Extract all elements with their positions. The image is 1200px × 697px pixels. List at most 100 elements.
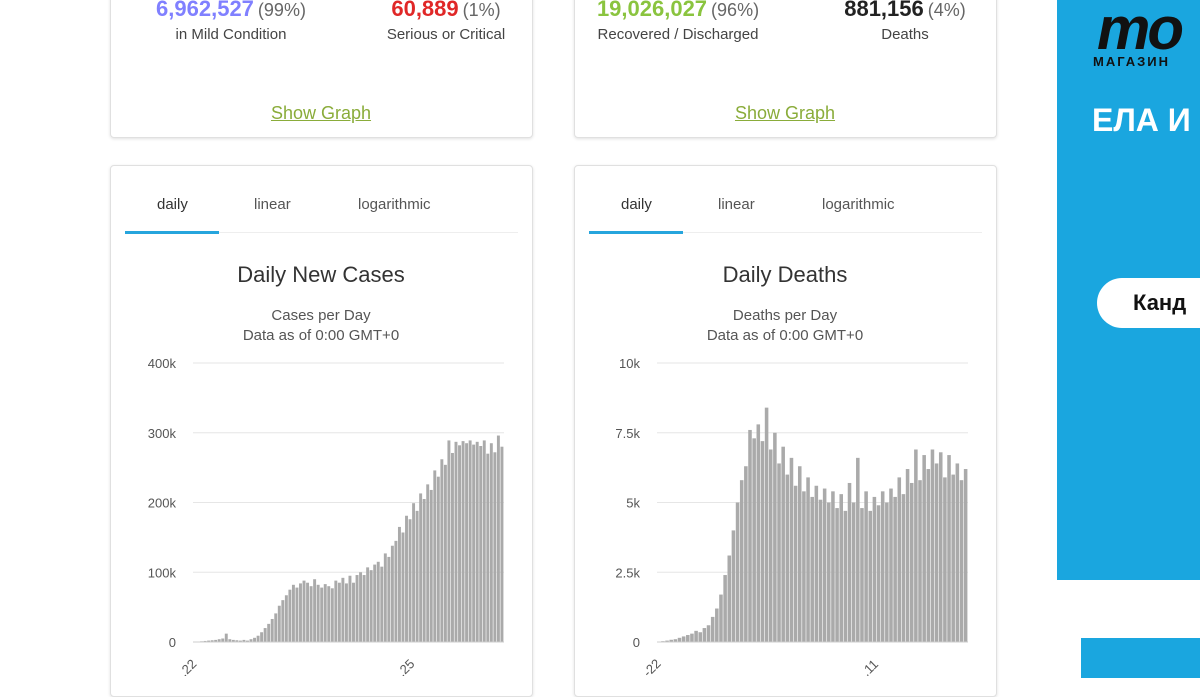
bar xyxy=(711,617,715,642)
bar xyxy=(295,588,298,642)
bar xyxy=(748,430,752,642)
bar xyxy=(927,469,931,642)
bar xyxy=(465,443,468,642)
bar xyxy=(885,503,889,643)
bar xyxy=(260,632,263,642)
bar xyxy=(898,477,902,642)
bar xyxy=(910,483,914,642)
stat-mild: 6,962,527(99%) in Mild Condition xyxy=(131,0,331,43)
bar xyxy=(806,477,810,642)
bar xyxy=(267,624,270,642)
show-graph-link[interactable]: Show Graph xyxy=(221,103,421,124)
bar xyxy=(412,503,415,642)
bar xyxy=(835,508,839,642)
bar xyxy=(723,575,727,642)
bar xyxy=(960,480,964,642)
y-tick-label: 7.5k xyxy=(615,426,640,441)
stats-card-active: 6,962,527(99%) in Mild Condition 60,889(… xyxy=(110,0,533,138)
bar xyxy=(225,634,228,642)
bar xyxy=(352,583,355,642)
bar xyxy=(889,489,893,642)
bar xyxy=(727,556,731,642)
bar xyxy=(264,628,267,642)
bar xyxy=(479,446,482,642)
bar xyxy=(682,636,686,642)
bar xyxy=(447,440,450,642)
bar xyxy=(794,486,798,642)
bar xyxy=(939,452,943,642)
bar xyxy=(873,497,877,642)
bar xyxy=(902,494,906,642)
advertisement-banner[interactable]: mo МАГАЗИН ЕЛА И Канд xyxy=(1057,0,1200,580)
bar xyxy=(815,486,819,642)
bar xyxy=(956,463,960,642)
ad-logo-caption: МАГАЗИН xyxy=(1093,54,1170,69)
bar xyxy=(877,505,881,642)
advertisement-banner-lower[interactable] xyxy=(1081,638,1200,678)
bar xyxy=(707,625,711,642)
bar xyxy=(391,546,394,642)
bar xyxy=(810,497,814,642)
bar xyxy=(744,466,748,642)
bar xyxy=(761,441,765,642)
bar xyxy=(334,581,337,642)
bar xyxy=(715,609,719,642)
bar xyxy=(476,442,479,642)
bar xyxy=(359,572,362,642)
show-graph-link[interactable]: Show Graph xyxy=(685,103,885,124)
x-tick-label: -22 xyxy=(640,656,664,676)
bar xyxy=(497,436,500,642)
stat-recovered: 19,026,027(96%) Recovered / Discharged xyxy=(578,0,778,43)
bar xyxy=(394,541,397,642)
bar xyxy=(317,585,320,642)
bar xyxy=(380,567,383,642)
bar xyxy=(345,583,348,642)
bar xyxy=(856,458,860,642)
bar xyxy=(860,508,864,642)
bar xyxy=(303,581,306,642)
y-tick-label: 5k xyxy=(626,496,640,511)
bar xyxy=(398,527,401,642)
y-tick-label: 10k xyxy=(619,356,640,371)
bar xyxy=(444,465,447,642)
bar xyxy=(433,470,436,642)
bar xyxy=(483,440,486,642)
stat-deaths: 881,156(4%) Deaths xyxy=(805,0,1005,43)
x-tick-label: .11 xyxy=(858,656,881,676)
bar xyxy=(377,562,380,642)
bar xyxy=(868,511,872,642)
ad-button[interactable]: Канд xyxy=(1097,278,1200,328)
bar xyxy=(694,631,698,642)
bar xyxy=(844,511,848,642)
bar xyxy=(285,595,288,642)
chart-subtitle-date: Data as of 0:00 GMT+0 xyxy=(707,327,863,344)
bar xyxy=(221,639,224,642)
bar xyxy=(451,453,454,642)
chart-subtitle: Cases per Day xyxy=(271,307,371,324)
bar xyxy=(373,565,376,642)
y-tick-label: 300k xyxy=(148,426,177,441)
bar xyxy=(943,477,947,642)
bar xyxy=(686,635,690,642)
bar xyxy=(338,583,341,642)
bar xyxy=(678,638,682,642)
stat-recovered-pct: (96%) xyxy=(711,0,759,20)
bar xyxy=(409,519,412,642)
bar xyxy=(802,491,806,642)
bar xyxy=(490,443,493,642)
bar xyxy=(458,445,461,642)
bar xyxy=(881,491,885,642)
bar xyxy=(500,447,503,642)
chart-title: Daily Deaths xyxy=(723,262,848,287)
bar xyxy=(469,440,472,642)
x-tick-label: .22 xyxy=(176,656,199,676)
stat-mild-label: in Mild Condition xyxy=(131,26,331,43)
bar xyxy=(253,638,256,642)
stat-recovered-value: 19,026,027 xyxy=(597,0,707,21)
bar xyxy=(831,491,835,642)
bar xyxy=(914,449,918,642)
bar xyxy=(363,575,366,642)
